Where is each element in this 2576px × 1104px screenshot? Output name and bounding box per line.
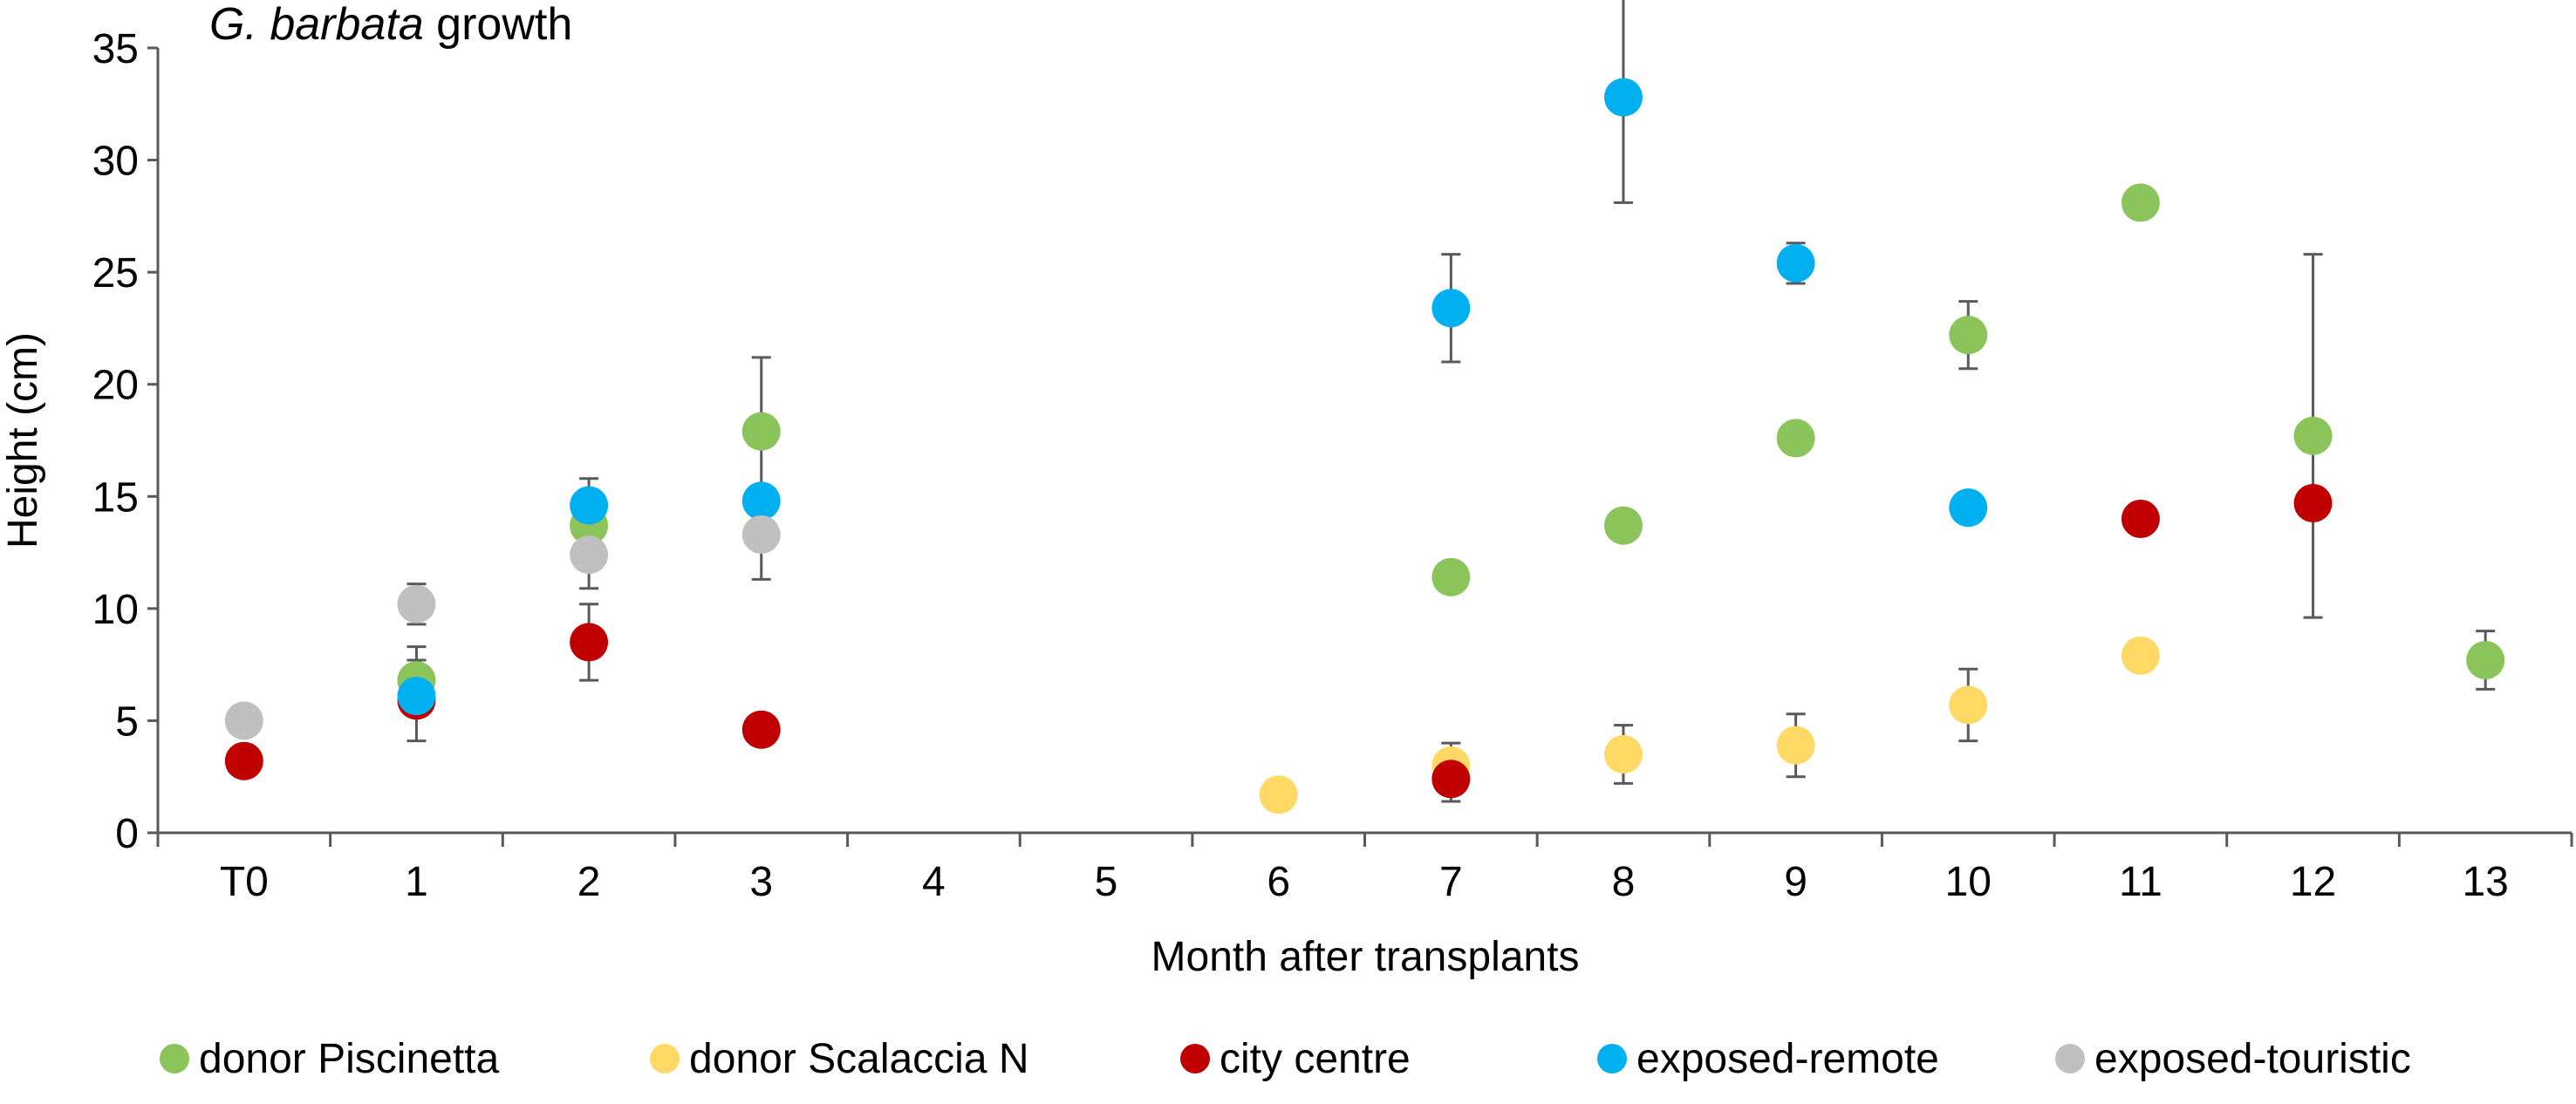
data-point-city-centre	[741, 710, 781, 749]
data-points	[224, 78, 2505, 814]
y-tick-label: 30	[92, 139, 139, 185]
chart-title-italic: G. barbata	[209, 0, 424, 50]
y-tick-label: 0	[115, 811, 139, 857]
y-tick-label: 35	[92, 26, 139, 72]
data-point-donor-piscinetta	[1776, 419, 1815, 458]
data-point-exposed-remote	[1431, 289, 1471, 328]
y-tick-label: 25	[92, 250, 139, 296]
x-tick-label: 6	[1267, 859, 1290, 905]
data-point-exposed-remote	[1603, 78, 1643, 117]
legend-label: exposed-touristic	[2094, 1036, 2411, 1082]
data-point-exposed-touristic	[397, 584, 436, 624]
legend-marker	[2055, 1044, 2085, 1073]
legend-label: donor Scalaccia N	[689, 1036, 1029, 1082]
data-point-city-centre	[224, 741, 263, 780]
data-point-exposed-remote	[1776, 243, 1815, 283]
legend-marker	[1597, 1044, 1627, 1073]
data-point-donor-piscinetta	[741, 412, 781, 451]
data-point-exposed-remote	[397, 677, 436, 716]
data-point-donor-piscinetta	[2466, 641, 2505, 679]
y-tick-label: 20	[92, 363, 139, 409]
y-tick-label: 5	[115, 699, 139, 745]
legend-marker	[1180, 1044, 1210, 1073]
data-point-exposed-touristic	[741, 515, 781, 554]
data-point-donor-piscinetta	[1431, 557, 1471, 596]
data-point-exposed-touristic	[224, 701, 263, 740]
x-tick-label: 4	[922, 859, 946, 905]
x-tick-label: T0	[220, 859, 269, 905]
x-tick-label: 11	[2119, 859, 2163, 905]
data-point-donor-scalaccia-n	[1603, 735, 1643, 773]
data-point-donor-scalaccia-n	[1259, 775, 1298, 814]
y-axis-label: Height (cm)	[0, 332, 46, 549]
data-point-donor-scalaccia-n	[2121, 636, 2160, 675]
legend-label: city centre	[1220, 1036, 1411, 1082]
y-tick-label: 10	[92, 587, 139, 633]
x-axis: T0 1 2 3 4 5 6 7 8 9 10 11 12 13	[156, 833, 2573, 905]
data-point-exposed-touristic	[570, 535, 609, 575]
x-tick-label: 7	[1439, 859, 1463, 905]
data-point-donor-piscinetta	[1949, 316, 1988, 355]
error-bars	[407, 0, 2496, 803]
data-point-exposed-remote	[570, 486, 609, 525]
data-point-donor-piscinetta	[1603, 506, 1643, 545]
y-axis: 0 5 10 15 20 25 30 35	[92, 26, 158, 857]
x-tick-label: 8	[1612, 859, 1636, 905]
data-point-donor-scalaccia-n	[1776, 726, 1815, 765]
data-point-donor-piscinetta	[2293, 416, 2333, 455]
x-axis-label: Month after transplants	[1151, 934, 1580, 980]
y-tick-label: 15	[92, 474, 139, 521]
data-point-donor-scalaccia-n	[1949, 685, 1988, 725]
legend-marker	[650, 1044, 680, 1073]
legend-label: exposed-remote	[1636, 1036, 1939, 1082]
chart-title: G. barbata growth	[209, 0, 572, 50]
legend: donor Piscinetta donor Scalaccia N city ce…	[160, 1036, 2411, 1082]
data-point-city-centre	[2293, 484, 2333, 522]
x-tick-label: 2	[577, 859, 601, 905]
legend-label: donor Piscinetta	[199, 1036, 500, 1082]
chart-title-rest: growth	[424, 0, 573, 50]
x-tick-label: 9	[1784, 859, 1807, 905]
data-point-donor-piscinetta	[2121, 183, 2160, 222]
data-point-city-centre	[2121, 500, 2160, 538]
data-point-city-centre	[570, 623, 609, 662]
x-tick-label: 5	[1095, 859, 1118, 905]
legend-marker	[160, 1044, 189, 1073]
x-tick-label: 1	[405, 859, 428, 905]
x-tick-label: 13	[2462, 859, 2508, 905]
x-tick-label: 3	[749, 859, 773, 905]
data-point-exposed-remote	[1949, 488, 1988, 528]
x-tick-label: 12	[2290, 859, 2336, 905]
data-point-city-centre	[1431, 760, 1471, 799]
x-tick-label: 10	[1945, 859, 1992, 905]
data-point-exposed-remote	[741, 481, 781, 521]
